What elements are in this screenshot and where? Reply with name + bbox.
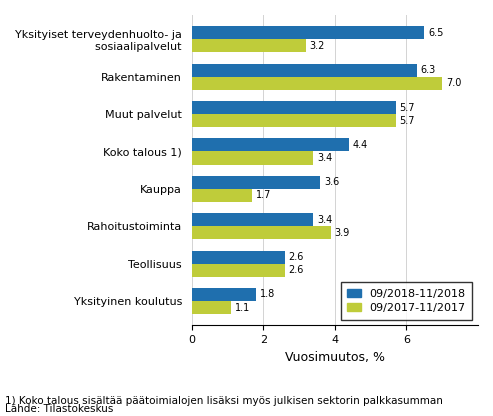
Bar (192, 39, 306, 52)
Bar (192, 189, 252, 202)
Text: 1.1: 1.1 (235, 302, 250, 312)
Text: 3.4: 3.4 (317, 215, 332, 225)
Text: 6.3: 6.3 (421, 65, 436, 75)
Text: 5.7: 5.7 (399, 102, 415, 112)
Bar (192, 301, 231, 314)
Text: 4.4: 4.4 (352, 140, 368, 150)
Text: 3.2: 3.2 (310, 41, 325, 51)
Bar (192, 226, 331, 239)
Text: 5.7: 5.7 (399, 116, 415, 126)
Bar (192, 213, 314, 226)
Text: 3.6: 3.6 (324, 177, 339, 187)
Text: 2.6: 2.6 (288, 252, 304, 262)
Bar (192, 64, 417, 77)
Text: 1.8: 1.8 (260, 290, 275, 300)
Legend: 09/2018-11/2018, 09/2017-11/2017: 09/2018-11/2018, 09/2017-11/2017 (341, 282, 472, 320)
Text: 2.6: 2.6 (288, 265, 304, 275)
Bar (192, 176, 320, 189)
Bar (192, 101, 396, 114)
X-axis label: Vuosimuutos, %: Vuosimuutos, % (285, 351, 385, 364)
Bar (192, 151, 314, 165)
Bar (192, 26, 424, 39)
Text: Lähde: Tilastokeskus: Lähde: Tilastokeskus (5, 404, 113, 414)
Bar (192, 139, 349, 151)
Text: 3.4: 3.4 (317, 153, 332, 163)
Bar (192, 114, 396, 127)
Text: 1.7: 1.7 (256, 191, 272, 201)
Bar (192, 250, 284, 264)
Text: 7.0: 7.0 (446, 78, 461, 88)
Bar (192, 77, 442, 90)
Bar (192, 264, 284, 277)
Text: 6.5: 6.5 (428, 28, 443, 38)
Text: 3.9: 3.9 (335, 228, 350, 238)
Bar (192, 288, 256, 301)
Text: 1) Koko talous sisältää päätoimialojen lisäksi myös julkisen sektorin palkkasumm: 1) Koko talous sisältää päätoimialojen l… (5, 396, 443, 406)
